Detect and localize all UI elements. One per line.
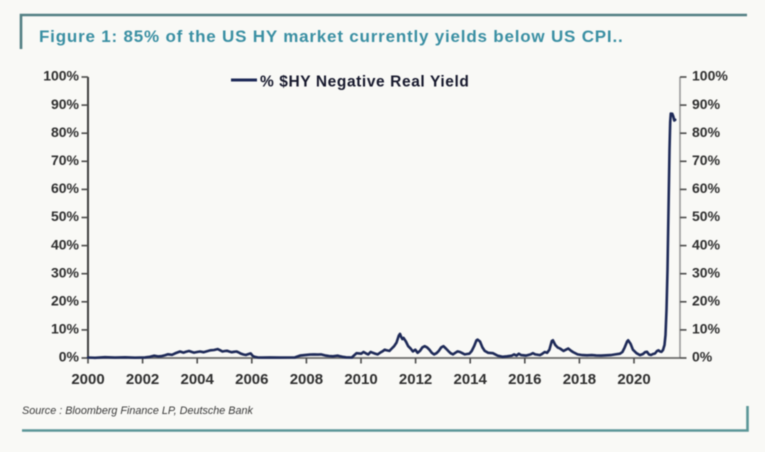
svg-text:100%: 100% — [43, 68, 79, 84]
svg-text:2008: 2008 — [290, 371, 323, 388]
svg-text:10%: 10% — [692, 321, 721, 337]
svg-text:10%: 10% — [51, 321, 80, 337]
svg-text:% $HY Negative Real Yield: % $HY Negative Real Yield — [260, 74, 469, 91]
svg-text:0%: 0% — [59, 349, 80, 365]
svg-text:50%: 50% — [692, 208, 721, 224]
svg-text:2010: 2010 — [344, 371, 377, 388]
svg-text:2014: 2014 — [454, 371, 488, 388]
svg-text:2002: 2002 — [126, 371, 159, 388]
svg-text:90%: 90% — [692, 96, 721, 112]
svg-text:2020: 2020 — [617, 371, 650, 388]
svg-text:2012: 2012 — [399, 371, 432, 388]
svg-text:40%: 40% — [692, 236, 721, 252]
svg-text:40%: 40% — [51, 236, 80, 252]
svg-text:2006: 2006 — [235, 371, 268, 388]
svg-text:2018: 2018 — [563, 371, 596, 388]
svg-text:Source : Bloomberg Finance LP,: Source : Bloomberg Finance LP, Deutsche … — [22, 405, 253, 417]
svg-text:30%: 30% — [692, 264, 721, 280]
svg-text:60%: 60% — [692, 180, 721, 196]
svg-text:80%: 80% — [51, 124, 80, 140]
svg-text:90%: 90% — [51, 96, 80, 112]
svg-text:Figure 1: 85% of the US HY mar: Figure 1: 85% of the US HY market curren… — [39, 27, 624, 46]
svg-text:2000: 2000 — [71, 371, 104, 388]
svg-text:50%: 50% — [51, 208, 80, 224]
svg-text:2004: 2004 — [181, 371, 215, 388]
svg-text:70%: 70% — [692, 152, 721, 168]
svg-text:100%: 100% — [692, 68, 728, 84]
svg-text:20%: 20% — [51, 293, 80, 309]
svg-text:2016: 2016 — [508, 371, 541, 388]
svg-text:70%: 70% — [51, 152, 80, 168]
svg-text:80%: 80% — [692, 124, 721, 140]
svg-text:60%: 60% — [51, 180, 80, 196]
svg-text:30%: 30% — [51, 264, 80, 280]
svg-text:20%: 20% — [692, 293, 721, 309]
svg-text:0%: 0% — [692, 349, 713, 365]
